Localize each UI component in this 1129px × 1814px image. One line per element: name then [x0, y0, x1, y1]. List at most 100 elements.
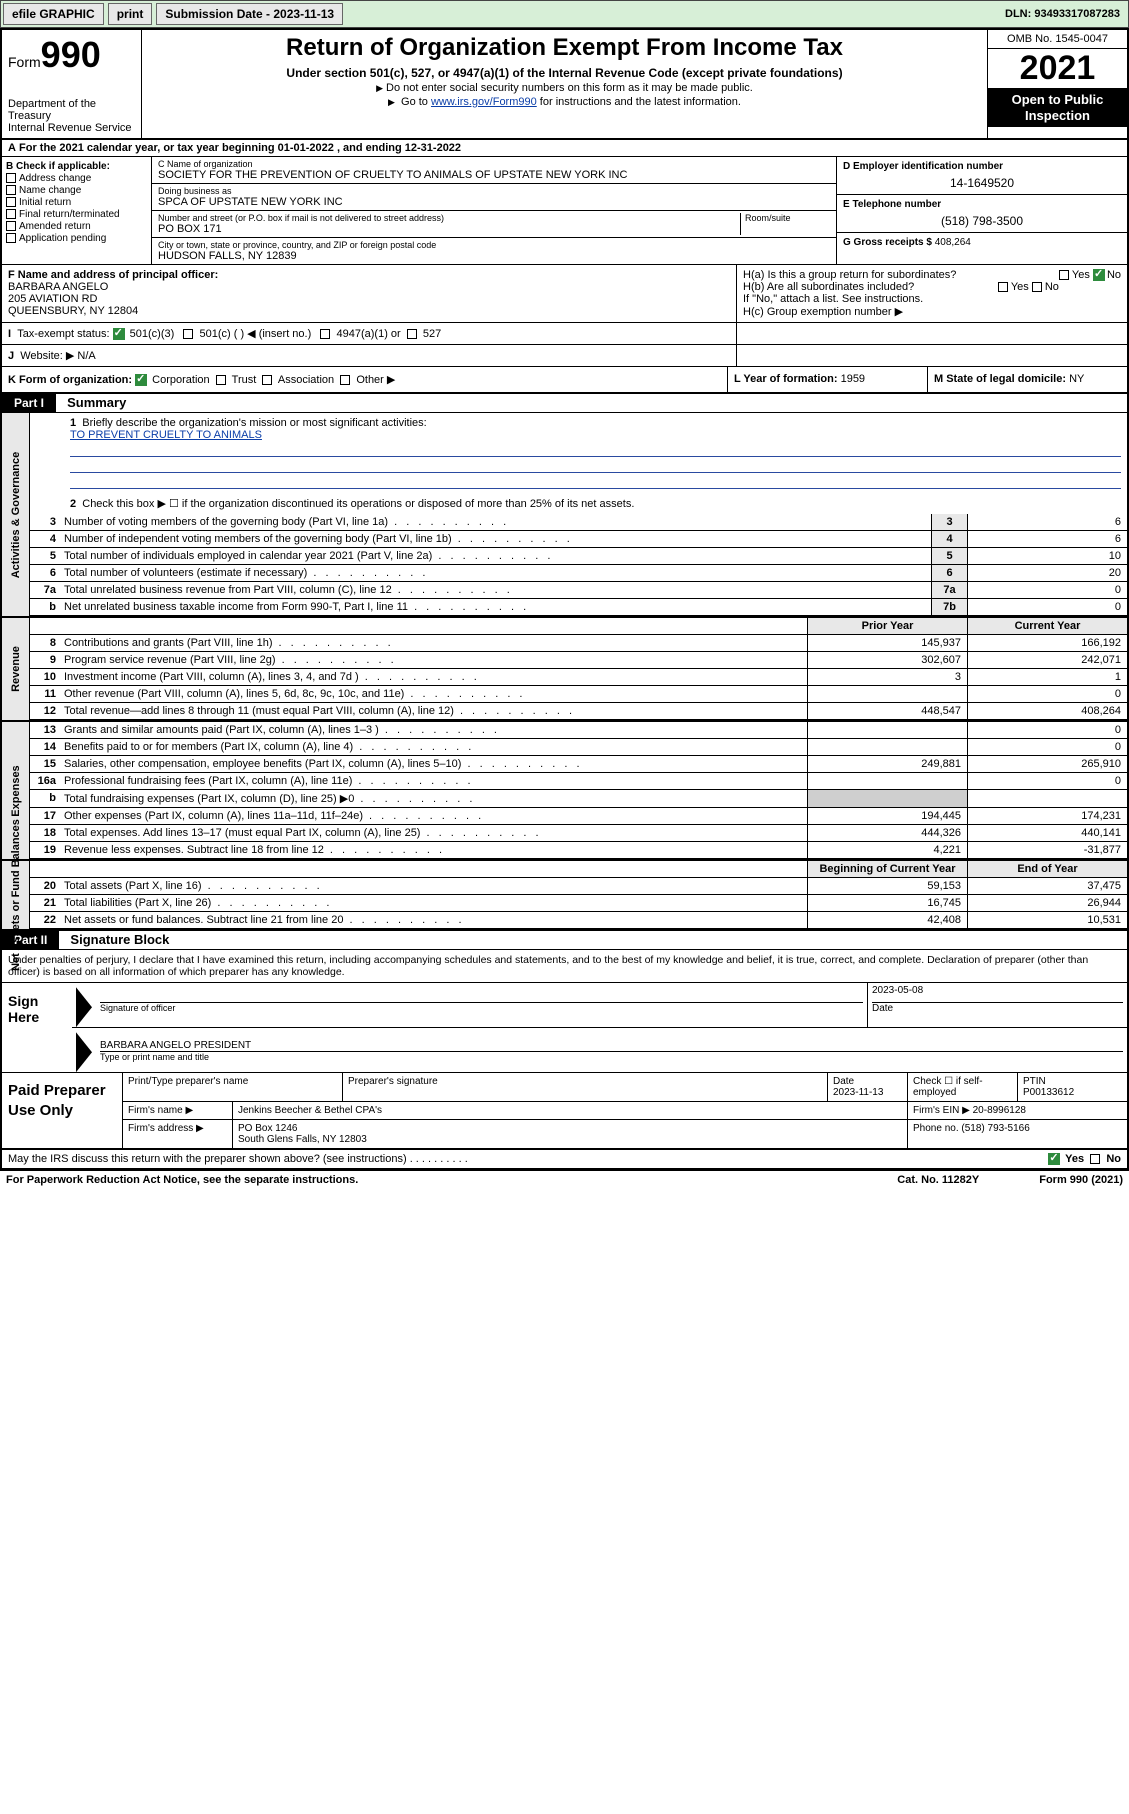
- h-c-label: H(c) Group exemption number ▶: [743, 305, 1121, 318]
- table-row: 8Contributions and grants (Part VIII, li…: [30, 635, 1127, 652]
- cb-initial-return[interactable]: Initial return: [6, 197, 147, 208]
- opt-trust[interactable]: Trust: [232, 374, 257, 386]
- part-i-title: Summary: [59, 393, 134, 412]
- side-label-netassets: Net Assets or Fund Balances: [2, 861, 30, 929]
- netassets-section: Net Assets or Fund Balances Beginning of…: [2, 861, 1127, 931]
- print-name-label: Type or print name and title: [100, 1052, 1123, 1062]
- prep-sig-header: Preparer's signature: [342, 1073, 827, 1101]
- dba-value: SPCA OF UPSTATE NEW YORK INC: [158, 196, 830, 208]
- firm-addr2: South Glens Falls, NY 12803: [238, 1134, 367, 1145]
- table-row: 13Grants and similar amounts paid (Part …: [30, 722, 1127, 739]
- ha-yes[interactable]: Yes: [1072, 269, 1090, 281]
- opt-501c[interactable]: 501(c) ( ) ◀ (insert no.): [200, 328, 312, 340]
- hb-no[interactable]: No: [1045, 281, 1059, 293]
- table-row: 18Total expenses. Add lines 13–17 (must …: [30, 825, 1127, 842]
- prep-date: 2023-11-13: [833, 1087, 883, 1098]
- hb-yes[interactable]: Yes: [1011, 281, 1029, 293]
- table-row: 11Other revenue (Part VIII, column (A), …: [30, 686, 1127, 703]
- ptin-value: P00133612: [1023, 1087, 1074, 1098]
- officer-name: BARBARA ANGELO: [8, 281, 730, 293]
- header-right: OMB No. 1545-0047 2021 Open to Public In…: [987, 30, 1127, 138]
- table-row: 21Total liabilities (Part X, line 26)16,…: [30, 895, 1127, 912]
- cb-application-pending[interactable]: Application pending: [6, 233, 147, 244]
- h-note: If "No," attach a list. See instructions…: [743, 293, 1121, 305]
- opt-other[interactable]: Other ▶: [356, 374, 395, 386]
- submission-date-badge: Submission Date - 2023-11-13: [156, 3, 343, 25]
- sig-officer-label: Signature of officer: [100, 1003, 863, 1013]
- opt-527[interactable]: 527: [423, 328, 441, 340]
- discuss-no[interactable]: No: [1106, 1153, 1121, 1165]
- row-a-tax-year: A For the 2021 calendar year, or tax yea…: [2, 140, 1127, 157]
- mission-area: 1 Briefly describe the organization's mi…: [30, 413, 1127, 514]
- irs-link[interactable]: www.irs.gov/Form990: [431, 96, 537, 108]
- sig-date-label: Date: [872, 1003, 1123, 1014]
- opt-corporation[interactable]: Corporation: [152, 374, 209, 386]
- gross-receipts-value: 408,264: [935, 237, 971, 248]
- org-name-label: C Name of organization: [158, 159, 830, 169]
- efile-graphic-button[interactable]: efile GRAPHIC: [3, 3, 104, 25]
- part-ii-title: Signature Block: [62, 930, 177, 949]
- cb-name-change[interactable]: Name change: [6, 185, 147, 196]
- firm-name-label: Firm's name ▶: [122, 1102, 232, 1119]
- city-value: HUDSON FALLS, NY 12839: [158, 250, 830, 262]
- table-row: bTotal fundraising expenses (Part IX, co…: [30, 790, 1127, 808]
- goto-note: Go to www.irs.gov/Form990 for instructio…: [148, 96, 981, 108]
- gross-receipts-label: G Gross receipts $: [843, 237, 932, 248]
- paid-preparer-row: Paid Preparer Use Only Print/Type prepar…: [2, 1073, 1127, 1150]
- cb-final-return[interactable]: Final return/terminated: [6, 209, 147, 220]
- goto-pre: Go to: [401, 96, 431, 108]
- org-name: SOCIETY FOR THE PREVENTION OF CRUELTY TO…: [158, 169, 830, 181]
- part-ii-header: Part II Signature Block: [2, 931, 1127, 950]
- section-bcdeg: B Check if applicable: Address change Na…: [2, 157, 1127, 265]
- table-row: 6Total number of volunteers (estimate if…: [30, 565, 1127, 582]
- discuss-yes[interactable]: Yes: [1065, 1153, 1084, 1165]
- table-row: 20Total assets (Part X, line 16)59,15337…: [30, 878, 1127, 895]
- 501c3-check-icon: [113, 328, 125, 340]
- arrow-icon: [76, 1032, 92, 1072]
- section-f: F Name and address of principal officer:…: [2, 265, 737, 322]
- end-year-header: End of Year: [967, 861, 1127, 877]
- website-value: N/A: [77, 350, 95, 362]
- prior-year-header: Prior Year: [807, 618, 967, 634]
- form-title: Return of Organization Exempt From Incom…: [148, 34, 981, 62]
- net-header-row: Beginning of Current Year End of Year: [30, 861, 1127, 878]
- section-fh: F Name and address of principal officer:…: [2, 265, 1127, 323]
- table-row: 10Investment income (Part VIII, column (…: [30, 669, 1127, 686]
- table-row: bNet unrelated business taxable income f…: [30, 599, 1127, 616]
- dln-label: DLN: 93493317087283: [1005, 8, 1126, 20]
- bottom-footer: For Paperwork Reduction Act Notice, see …: [0, 1170, 1129, 1189]
- open-public-badge: Open to Public Inspection: [988, 88, 1127, 127]
- cb-amended-return[interactable]: Amended return: [6, 221, 147, 232]
- opt-association[interactable]: Association: [278, 374, 334, 386]
- table-row: 7aTotal unrelated business revenue from …: [30, 582, 1127, 599]
- table-row: 17Other expenses (Part IX, column (A), l…: [30, 808, 1127, 825]
- h-a-label: H(a) Is this a group return for subordin…: [743, 269, 956, 281]
- cb-address-change[interactable]: Address change: [6, 173, 147, 184]
- prep-selfemp: Check ☐ if self-employed: [907, 1073, 1017, 1101]
- row-klm: K Form of organization: Corporation Trus…: [2, 367, 1127, 394]
- prep-name-header: Print/Type preparer's name: [122, 1073, 342, 1101]
- opt-501c3[interactable]: 501(c)(3): [130, 328, 175, 340]
- sig-date: 2023-05-08: [872, 985, 1123, 1003]
- ha-no[interactable]: No: [1107, 269, 1121, 281]
- dept-treasury: Department of the Treasury: [8, 98, 135, 122]
- tax-year: 2021: [988, 49, 1127, 88]
- firm-ein-label: Firm's EIN ▶: [913, 1105, 970, 1116]
- firm-phone-label: Phone no.: [913, 1123, 959, 1134]
- form-label: Form: [8, 54, 41, 70]
- opt-4947[interactable]: 4947(a)(1) or: [337, 328, 401, 340]
- irs-discuss-row: May the IRS discuss this return with the…: [2, 1150, 1127, 1168]
- table-row: 14Benefits paid to or for members (Part …: [30, 739, 1127, 756]
- print-button[interactable]: print: [108, 3, 153, 25]
- firm-addr-label: Firm's address ▶: [122, 1120, 232, 1148]
- side-label-governance: Activities & Governance: [2, 413, 30, 616]
- current-year-header: Current Year: [967, 618, 1127, 634]
- corp-check-icon: [135, 374, 147, 386]
- section-h: H(a) Is this a group return for subordin…: [737, 265, 1127, 322]
- form-ref: Form 990 (2021): [1039, 1174, 1123, 1186]
- section-b-label: B Check if applicable:: [6, 161, 147, 172]
- sign-here-row: Sign Here Signature of officer 2023-05-0…: [2, 983, 1127, 1073]
- form-990-container: Form990 Department of the Treasury Inter…: [0, 28, 1129, 1170]
- cat-no: Cat. No. 11282Y: [897, 1174, 979, 1186]
- goto-post: for instructions and the latest informat…: [537, 96, 741, 108]
